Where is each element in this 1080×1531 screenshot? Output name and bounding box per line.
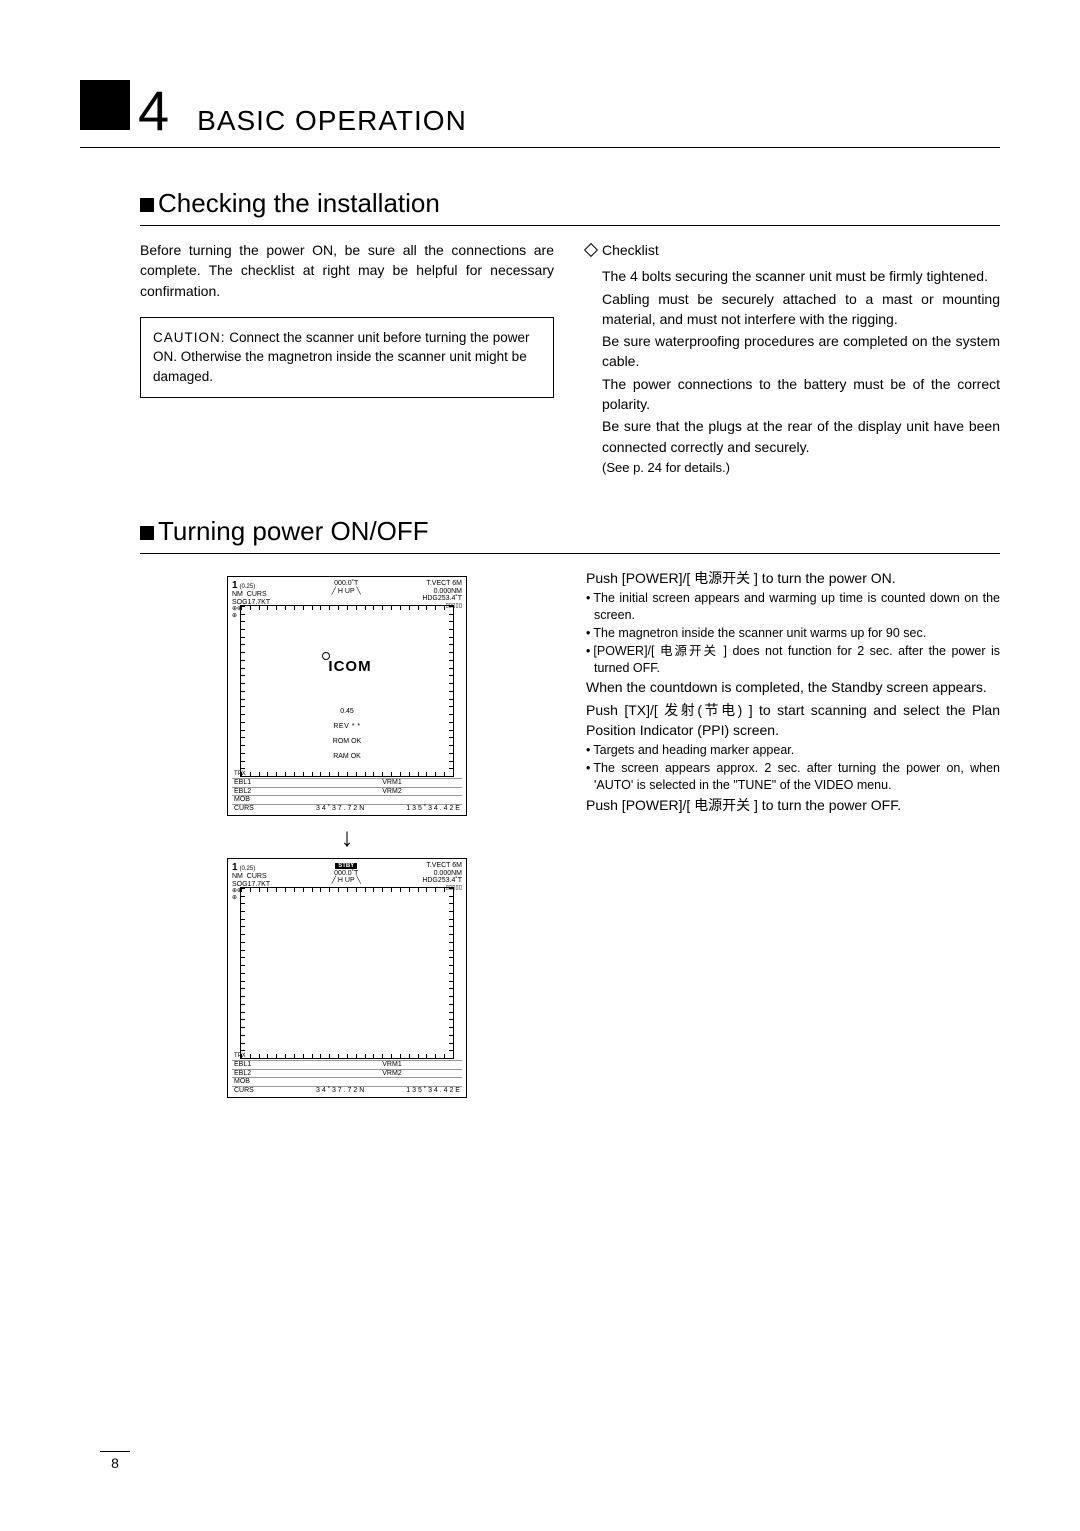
checklist-item: The power connections to the battery mus… [586, 374, 1000, 415]
section-title-text: Turning power ON/OFF [158, 516, 429, 546]
checklist-item: Be sure that the plugs at the rear of th… [586, 416, 1000, 457]
hdg-value: HDG253.4˚T [422, 877, 462, 885]
curs-label: CURS [247, 591, 267, 598]
left-column: Before turning the power ON, be sure all… [80, 240, 554, 480]
page-number: 8 [100, 1451, 130, 1471]
curs-footer: CURS [234, 805, 274, 813]
lat-value: 3 4 ˚ 3 7 . 7 2 N [316, 805, 364, 813]
sub-range: (0.25) [240, 584, 256, 590]
radar-footer: TPX EBL1VRM1 EBL2VRM2 MOB CURS3 4 ˚ 3 7 … [232, 1053, 462, 1094]
intro-text: Before turning the power ON, be sure all… [140, 240, 554, 301]
range-value: 1 [232, 580, 238, 591]
ram-status: RAM OK [241, 751, 453, 762]
radar-footer: TPX EBL1VRM1 EBL2VRM2 MOB CURS3 4 ˚ 3 7 … [232, 771, 462, 812]
section-bullet-icon [140, 198, 154, 212]
checklist-label: Checklist [602, 242, 659, 258]
lon-value: 1 3 5 ˚ 3 4 . 4 2 E [406, 1087, 460, 1095]
radar-screen-initial: 1 (0.25)NM CURS SOG17.7KT ⊕⊕⊕ 000.0˚T ╱ … [227, 576, 467, 816]
radar-frame [240, 887, 454, 1059]
rev-line: REV * * [241, 721, 453, 732]
step-text: Push [TX]/[ 发射(节电) ] to start scanning a… [586, 700, 1000, 741]
step-text: Push [POWER]/[ 电源开关 ] to turn the power … [586, 795, 1000, 815]
range-value: 1 [232, 862, 238, 873]
sub-range: (0.25) [240, 866, 256, 872]
vrm1-label: VRM1 [382, 779, 401, 787]
heading-value: 000.0˚T [334, 580, 358, 587]
chapter-title: BASIC OPERATION [197, 105, 467, 137]
checklist-heading: Checklist [586, 240, 1000, 260]
checklist-item: The 4 bolts securing the scanner unit mu… [586, 266, 1000, 286]
vrm2-label: VRM2 [382, 788, 401, 796]
sub-bullet: The magnetron inside the scanner unit wa… [586, 625, 1000, 642]
section-power-onoff: Turning power ON/OFF 1 (0.25)NM CURS SOG… [80, 516, 1000, 1098]
diamond-icon [584, 243, 598, 257]
section-title-text: Checking the installation [158, 188, 440, 218]
lon-value: 1 3 5 ˚ 3 4 . 4 2 E [406, 805, 460, 813]
step-text: When the countdown is completed, the Sta… [586, 677, 1000, 697]
section-title-power: Turning power ON/OFF [140, 516, 1000, 554]
hup-label: H UP [338, 877, 355, 884]
vrm2-label: VRM2 [382, 1070, 401, 1078]
sub-bullet: Targets and heading marker appear. [586, 742, 1000, 759]
rev-value: 0.45 [241, 706, 453, 717]
sub-bullet: The initial screen appears and warming u… [586, 590, 1000, 624]
hdg-value: HDG253.4˚T [422, 595, 462, 603]
section-title-checking: Checking the installation [140, 188, 1000, 226]
power-instructions: Push [POWER]/[ 电源开关 ] to turn the power … [586, 568, 1000, 817]
tvect-label: T.VECT 6M [422, 862, 462, 870]
chapter-number: 4 [138, 83, 169, 139]
ebl2-label: EBL2 [234, 788, 274, 796]
ebl1-label: EBL1 [234, 779, 274, 787]
tvect-label: T.VECT 6M [422, 580, 462, 588]
ebl1-label: EBL1 [234, 1061, 274, 1069]
arrow-down-icon: ↓ [341, 824, 354, 850]
icom-logo: ICOM [241, 656, 453, 678]
lat-value: 3 4 ˚ 3 7 . 7 2 N [316, 1087, 364, 1095]
right-column: Checklist The 4 bolts securing the scann… [586, 240, 1000, 480]
range-unit: NM [232, 873, 243, 880]
curs-footer: CURS [234, 1087, 274, 1095]
vrm1-label: VRM1 [382, 1061, 401, 1069]
chapter-block-icon [80, 80, 130, 130]
rom-status: ROM OK [241, 736, 453, 747]
section-bullet-icon [140, 526, 154, 540]
curs-label: CURS [247, 873, 267, 880]
see-page-note: (See p. 24 for details.) [586, 459, 1000, 478]
hup-label: H UP [338, 588, 355, 595]
checklist-item: Cabling must be securely attached to a m… [586, 289, 1000, 330]
ebl2-label: EBL2 [234, 1070, 274, 1078]
section-checking-installation: Checking the installation Before turning… [80, 188, 1000, 480]
radar-boot-text: 0.45 REV * * ROM OK RAM OK [241, 706, 453, 767]
sub-bullet: The screen appears approx. 2 sec. after … [586, 760, 1000, 794]
mob-label: MOB [234, 796, 274, 804]
mob-label: MOB [234, 1078, 274, 1086]
checklist-item: Be sure waterproofing procedures are com… [586, 331, 1000, 372]
caution-label: CAUTION: [153, 330, 226, 345]
step-text: Push [POWER]/[ 电源开关 ] to turn the power … [586, 568, 1000, 588]
range-unit: NM [232, 591, 243, 598]
heading-value: 000.0˚T [334, 870, 358, 877]
radar-frame: ICOM 0.45 REV * * ROM OK RAM OK [240, 605, 454, 777]
stby-badge: STBY [335, 863, 357, 870]
caution-box: CAUTION: Connect the scanner unit before… [140, 317, 554, 398]
chapter-header: 4 BASIC OPERATION [80, 80, 1000, 148]
radar-screen-stby: 1 (0.25)NM CURS SOG17.7KT ⊕⊕⊕ STBY 000.0… [227, 858, 467, 1098]
radar-column: 1 (0.25)NM CURS SOG17.7KT ⊕⊕⊕ 000.0˚T ╱ … [80, 568, 554, 1098]
sub-bullet: [POWER]/[ 电源开关 ] does not function for 2… [586, 643, 1000, 677]
